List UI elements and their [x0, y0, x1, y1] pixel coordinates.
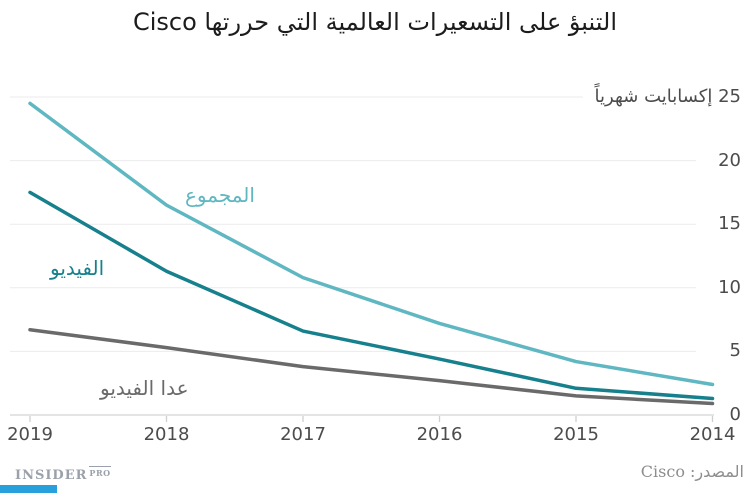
x-tick-label: 2019 [7, 424, 53, 445]
x-tick-label: 2014 [689, 424, 736, 445]
insiderpro-logo: INSIDER PRO [15, 466, 111, 483]
series-label-total: المجموع [185, 183, 255, 207]
chart-title: التنبؤ على التسعيرات العالمية التي حررته… [132, 8, 618, 36]
series-line-2 [28, 328, 715, 406]
series-label-non-video: عدا الفيديو [100, 376, 189, 400]
series-line-0 [28, 101, 715, 387]
x-tick-label: 2018 [143, 424, 190, 445]
x-tick-label: 2016 [416, 424, 463, 445]
y-tick-label: 0 [729, 404, 741, 425]
series-line-1 [28, 190, 715, 401]
logo-pro-text: PRO [89, 466, 111, 478]
series-label-video: الفيديو [50, 256, 105, 280]
x-tick-label: 2015 [553, 424, 599, 445]
y-tick-label: 25 إكسابايت شهرياً [594, 86, 741, 107]
x-tick-label: 2017 [280, 424, 326, 445]
logo-accent-bar [0, 485, 57, 493]
y-tick-label: 10 [718, 276, 741, 298]
y-tick-label: 15 [718, 213, 741, 235]
y-tick-label: 5 [729, 340, 741, 362]
source-credit: المصدر: Cisco [640, 462, 744, 481]
logo-main-text: INSIDER [15, 468, 88, 483]
y-tick-label: 20 [718, 149, 741, 171]
